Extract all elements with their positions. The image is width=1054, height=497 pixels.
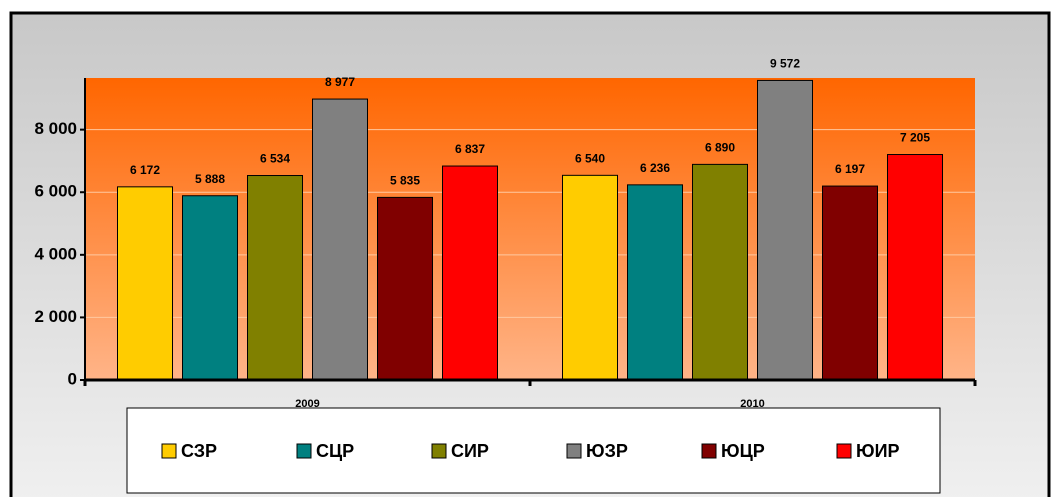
bar <box>692 163 748 381</box>
value-label: 6 197 <box>835 162 865 176</box>
value-label: 6 236 <box>640 161 670 175</box>
legend-label: ЮЦР <box>721 441 765 461</box>
value-label: 8 977 <box>325 75 355 89</box>
value-label: 6 540 <box>575 152 605 166</box>
value-label: 9 572 <box>770 57 800 71</box>
bar <box>562 174 618 381</box>
legend-swatch <box>161 443 177 459</box>
value-label: 6 172 <box>130 163 160 177</box>
legend-label: СЗР <box>181 441 217 461</box>
value-label: 6 890 <box>705 141 735 155</box>
legend-box <box>126 407 941 494</box>
value-label: 6 534 <box>260 152 290 166</box>
legend-swatch <box>701 443 717 459</box>
bar <box>247 175 303 381</box>
bar <box>117 186 173 381</box>
bar <box>182 195 238 381</box>
value-label: 6 837 <box>455 142 485 156</box>
legend-label: СЦР <box>316 441 354 461</box>
y-tick-label: 2 000 <box>34 307 77 326</box>
bar <box>627 184 683 381</box>
y-tick-label: 6 000 <box>34 182 77 201</box>
x-tick-label: 2010 <box>740 398 764 410</box>
bar <box>757 79 813 381</box>
bar <box>312 98 368 381</box>
value-label: 5 835 <box>390 174 420 188</box>
legend-swatch <box>296 443 312 459</box>
legend-label: СИР <box>451 441 489 461</box>
legend-label: ЮИР <box>856 441 900 461</box>
y-tick-label: 4 000 <box>34 244 77 263</box>
legend-swatch <box>836 443 852 459</box>
legend-swatch <box>566 443 582 459</box>
y-tick-label: 0 <box>68 369 77 388</box>
bar <box>887 154 943 381</box>
legend-label: ЮЗР <box>586 441 628 461</box>
value-label: 5 888 <box>195 172 225 186</box>
y-tick-label: 8 000 <box>34 119 77 138</box>
value-label: 7 205 <box>900 131 930 145</box>
legend-swatch <box>431 443 447 459</box>
bar <box>442 165 498 381</box>
bar <box>822 185 878 381</box>
bar <box>377 196 433 381</box>
x-tick-label: 2009 <box>295 398 319 410</box>
